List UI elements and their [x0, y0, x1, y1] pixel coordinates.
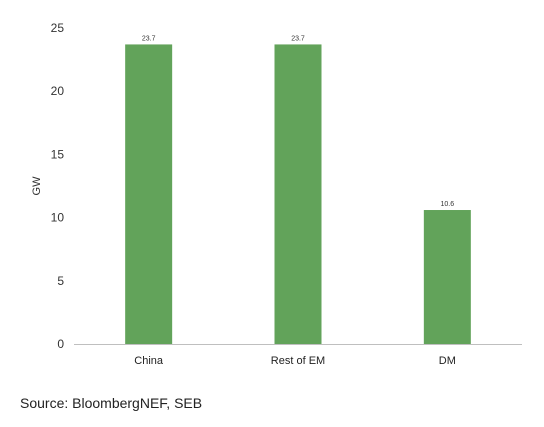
y-tick-label: 10	[51, 211, 65, 225]
y-tick-label: 20	[51, 84, 65, 98]
x-category-label: China	[134, 355, 164, 367]
y-tick-label: 25	[51, 21, 65, 35]
y-tick-label: 15	[51, 147, 65, 161]
x-category-label: Rest of EM	[271, 355, 325, 367]
x-category-label: DM	[439, 355, 456, 367]
bar-series: 23.7 23.7 10.6	[125, 35, 471, 344]
y-tick-label: 0	[57, 337, 64, 351]
bar	[125, 44, 173, 344]
y-tick-label: 5	[57, 274, 64, 288]
bar-data-label: 23.7	[142, 35, 156, 42]
x-axis-category-labels: China Rest of EM DM	[134, 355, 456, 367]
bar-data-label: 23.7	[291, 35, 305, 42]
y-axis-title: GW	[31, 176, 43, 196]
source-note: Source: BloombergNEF, SEB	[20, 395, 203, 411]
bar	[423, 210, 471, 344]
bar	[274, 44, 322, 344]
y-axis-ticks: 0 5 10 15 20 25	[51, 21, 65, 351]
bar-data-label: 10.6	[441, 201, 455, 208]
